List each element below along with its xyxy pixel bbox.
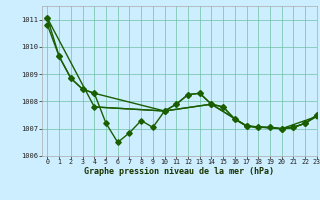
X-axis label: Graphe pression niveau de la mer (hPa): Graphe pression niveau de la mer (hPa) <box>84 167 274 176</box>
